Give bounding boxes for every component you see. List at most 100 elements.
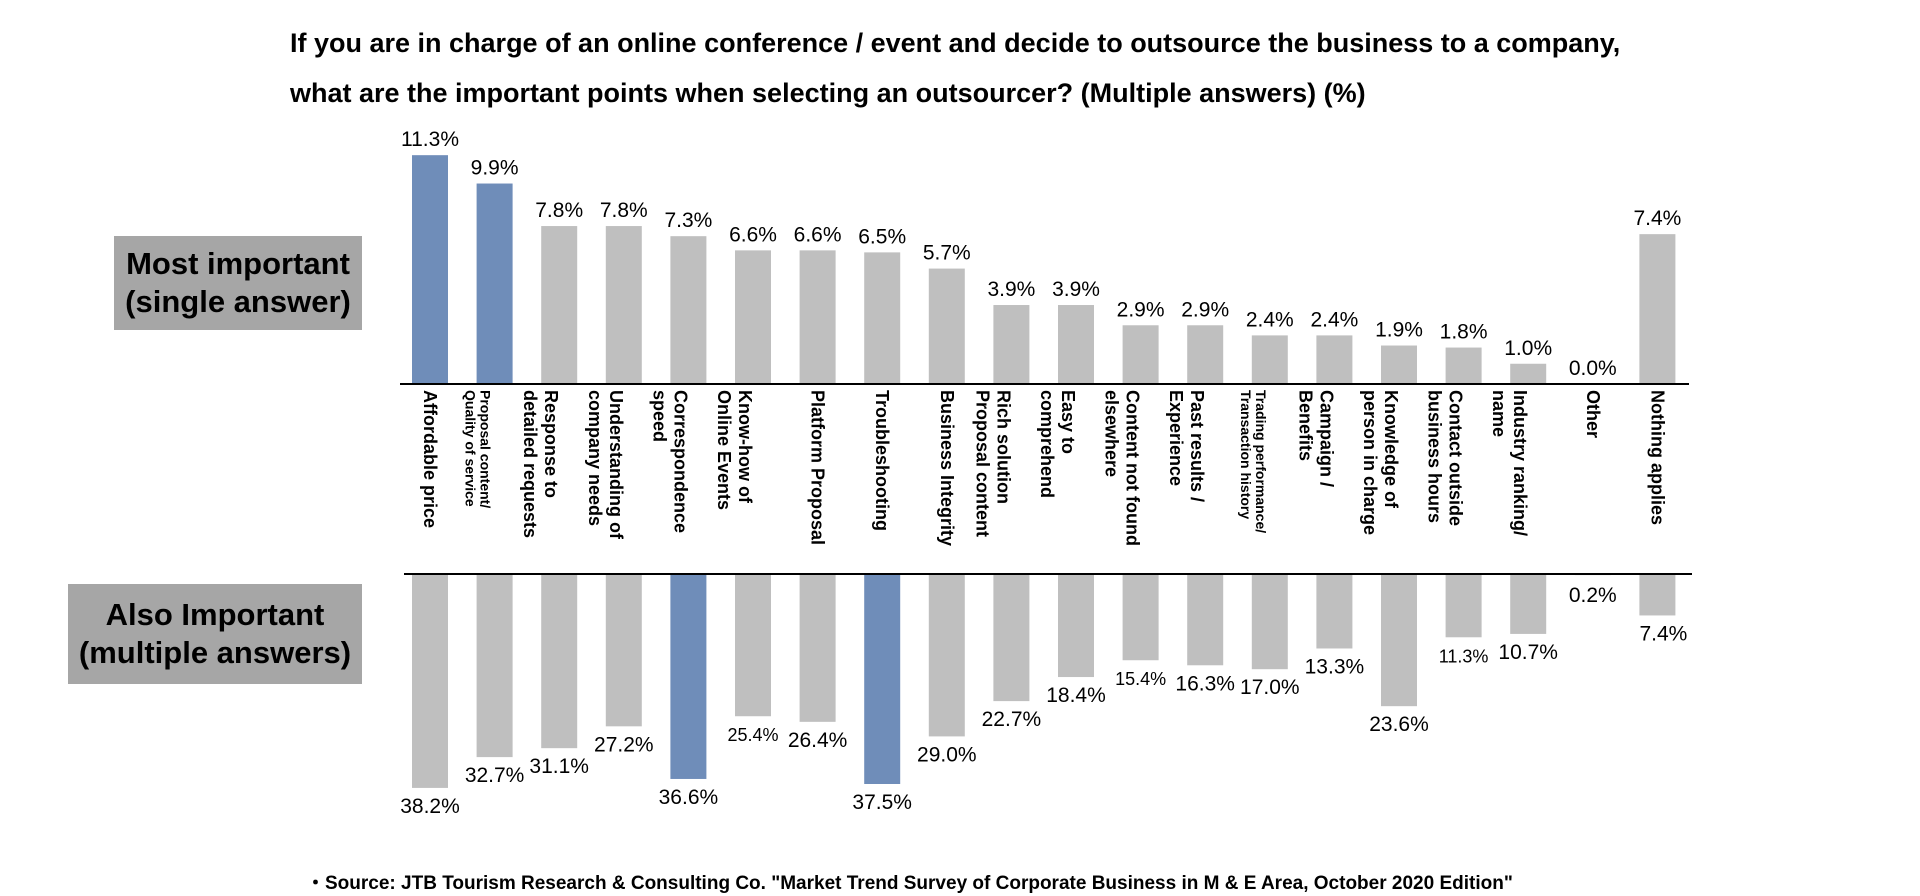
top-bar-label: 5.7% — [923, 242, 971, 265]
category-label-line: Business Integrity — [937, 390, 957, 546]
category-label-line: Benefits — [1295, 390, 1315, 461]
bottom-bar-label: 16.3% — [1175, 672, 1235, 695]
bottom-bar-label: 7.4% — [1639, 622, 1687, 645]
category-label: Other — [1583, 390, 1603, 438]
top-bar — [541, 226, 578, 384]
bottom-bar-label: 37.5% — [852, 791, 912, 814]
category-label-line: Know-how of — [735, 390, 755, 504]
category-label: Rich solutionProposal content — [972, 390, 1013, 537]
bottom-bar — [605, 574, 642, 727]
chart-title: If you are in charge of an online confer… — [290, 18, 1790, 118]
top-bar — [412, 155, 448, 384]
top-bar-label: 0.0% — [1569, 357, 1617, 380]
category-label: Know-how ofOnline Events — [714, 390, 755, 510]
bottom-bar-label: 15.4% — [1115, 669, 1166, 689]
category-label-line: Transaction history — [1238, 390, 1254, 519]
top-bar-label: 7.8% — [600, 199, 648, 222]
top-bar-label: 11.3% — [401, 128, 459, 151]
category-label-line: Quality of service — [463, 390, 479, 507]
bottom-bar-label: 31.1% — [529, 755, 589, 778]
bottom-bar-label: 29.0% — [917, 743, 977, 766]
top-bar-label: 6.6% — [794, 223, 842, 246]
category-label: Past results /Experience — [1166, 390, 1207, 502]
also-important-line2: (multiple answers) — [78, 635, 352, 670]
bottom-bar-label: 18.4% — [1046, 684, 1106, 707]
category-label-line: Campaign / — [1316, 390, 1336, 487]
category-label-line: comprehend — [1037, 390, 1057, 498]
bottom-bar — [1122, 574, 1159, 661]
category-label-line: name — [1489, 390, 1509, 437]
category-label-line: Proposal content — [972, 390, 992, 537]
bottom-bar — [1639, 574, 1676, 616]
bottom-bar — [928, 574, 965, 737]
category-label: Content not foundelsewhere — [1102, 390, 1143, 546]
bottom-bar — [1445, 574, 1482, 638]
category-label-line: Troubleshooting — [872, 390, 892, 531]
bottom-bar-label: 26.4% — [788, 729, 848, 752]
most-important-line2: (single answer) — [125, 284, 351, 319]
top-bar-label: 2.9% — [1181, 298, 1229, 321]
top-bar-label: 9.9% — [471, 157, 519, 180]
category-label-line: Understanding of — [606, 390, 626, 540]
bottom-bar-label: 10.7% — [1498, 641, 1558, 664]
category-label: Troubleshooting — [872, 390, 892, 531]
top-bar — [1251, 335, 1288, 384]
top-bar-label: 1.8% — [1440, 321, 1488, 344]
category-label-line: Affordable price — [420, 390, 440, 528]
category-label-line: person in charge — [1360, 390, 1380, 535]
source-note: ・Source: JTB Tourism Research & Consulti… — [306, 873, 1513, 894]
top-bar — [1445, 347, 1482, 384]
bottom-bar — [735, 574, 771, 717]
category-label: Industry ranking/name — [1489, 390, 1530, 536]
top-bar-label: 6.5% — [858, 225, 906, 248]
category-label-line: elsewhere — [1102, 390, 1122, 477]
category-label: Trading performance/Transaction history — [1238, 390, 1269, 533]
also-important-line1: Also Important — [105, 597, 325, 632]
category-label-line: Easy to — [1058, 390, 1078, 454]
category-label-line: Knowledge of — [1381, 390, 1401, 509]
bottom-bar-label: 11.3% — [1439, 646, 1489, 666]
most-important-line1: Most important — [126, 246, 350, 281]
bottom-bar-label: 25.4% — [727, 725, 778, 745]
category-label-line: Industry ranking/ — [1510, 390, 1530, 536]
top-bar — [1639, 234, 1676, 384]
bottom-bar — [864, 574, 901, 784]
category-label-line: Experience — [1166, 390, 1186, 486]
category-label: Response todetailed requests — [520, 390, 561, 538]
bottom-bar — [541, 574, 578, 749]
bottom-bar — [1251, 574, 1288, 670]
bottom-bar — [670, 574, 707, 779]
category-label-line: detailed requests — [520, 390, 540, 538]
chart-title-line1: If you are in charge of an online confer… — [290, 28, 1621, 58]
top-bar — [1187, 325, 1224, 384]
bottom-bar — [1187, 574, 1224, 666]
bottom-bar-label: 27.2% — [594, 733, 654, 756]
bottom-bar-label: 38.2% — [400, 795, 460, 818]
bottom-bar — [412, 574, 448, 788]
bottom-bar — [1381, 574, 1417, 707]
category-label: Campaign /Benefits — [1295, 390, 1336, 487]
category-label-line: Nothing applies — [1647, 390, 1667, 525]
top-bar-label: 3.9% — [987, 278, 1035, 301]
category-label-line: Rich solution — [993, 390, 1013, 504]
category-label: Knowledge ofperson in charge — [1360, 390, 1401, 535]
category-label: Platform Proposal — [808, 390, 828, 545]
top-bar-label: 1.9% — [1375, 319, 1423, 342]
bottom-bar — [799, 574, 836, 722]
top-bar — [670, 236, 707, 384]
top-bar — [799, 250, 836, 384]
category-label: Contact outsidebusiness hours — [1425, 390, 1466, 526]
bottom-bar-label: 32.7% — [465, 764, 525, 787]
bottom-bar — [993, 574, 1030, 702]
bottom-bar-label: 36.6% — [659, 786, 719, 809]
category-label-line: business hours — [1425, 390, 1445, 523]
category-label-line: Response to — [541, 390, 561, 498]
bottom-bar — [476, 574, 513, 758]
most-important-box: Most important (single answer) — [114, 236, 362, 330]
category-label-line: Past results / — [1187, 390, 1207, 502]
bottom-bar — [1510, 574, 1547, 634]
category-label: Nothing applies — [1647, 390, 1667, 525]
category-label: Correspondencespeed — [649, 390, 690, 533]
top-bar — [1510, 363, 1547, 384]
category-label: Easy tocomprehend — [1037, 390, 1078, 498]
